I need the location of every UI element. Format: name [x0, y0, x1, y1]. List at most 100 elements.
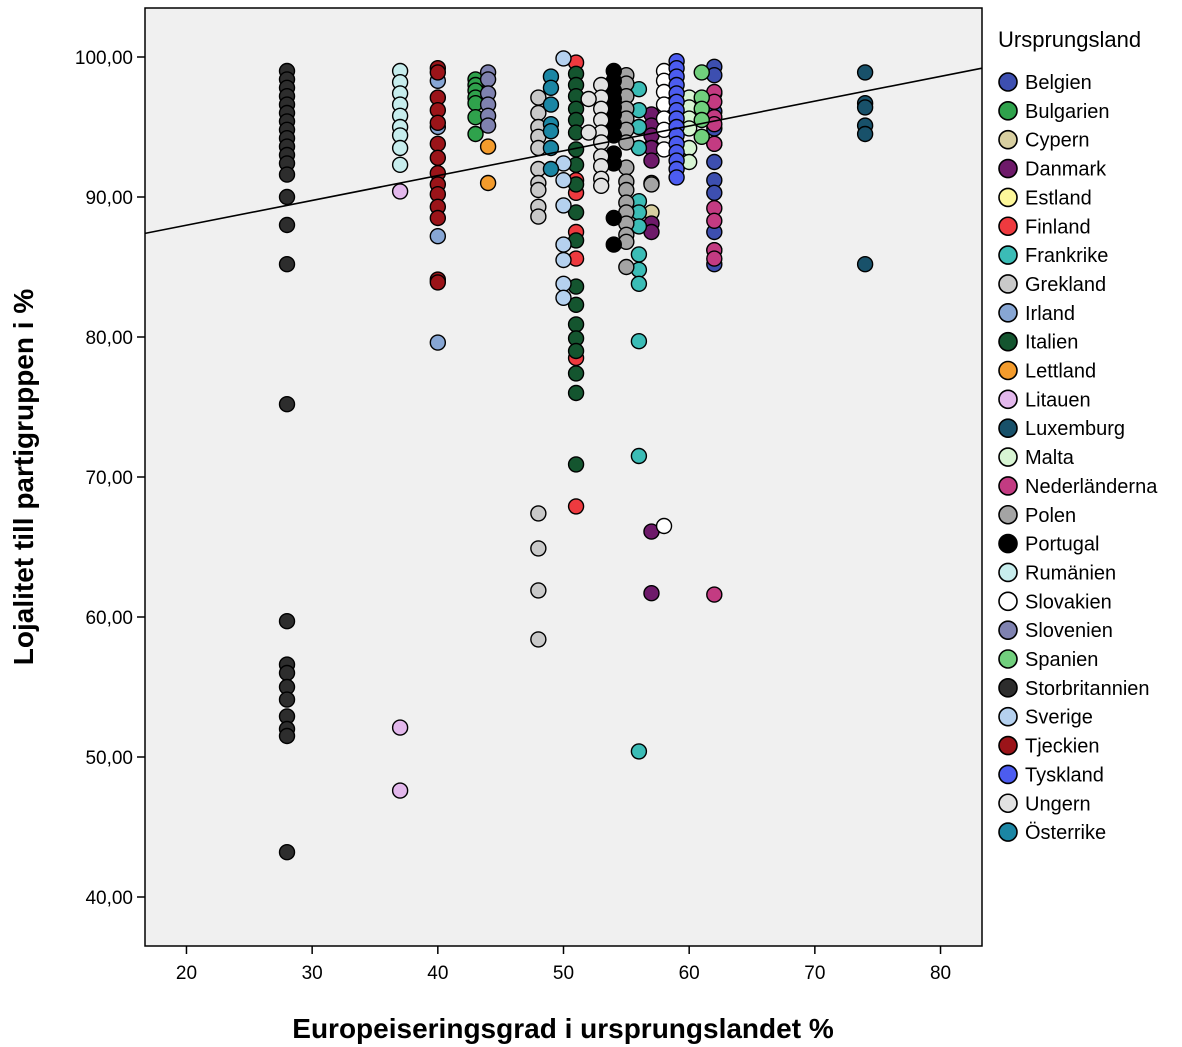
x-tick-label: 40: [427, 963, 448, 984]
x-tick-label: 20: [176, 963, 197, 984]
data-point: [567, 365, 585, 382]
legend-item: Sverige: [1025, 707, 1093, 729]
data-point: [567, 204, 585, 221]
data-point: [643, 176, 660, 193]
legend-marker: [998, 389, 1018, 410]
data-point: [278, 216, 296, 234]
legend-marker: [998, 101, 1018, 121]
x-tick-label: 50: [553, 963, 574, 984]
y-tick-label: 40,00: [85, 888, 133, 909]
legend-marker: [998, 245, 1018, 265]
data-point: [391, 156, 409, 174]
data-point: [693, 64, 710, 81]
data-points: [278, 50, 874, 861]
data-point: [429, 149, 447, 167]
data-point: [630, 447, 648, 465]
legend-item: Rumänien: [1025, 562, 1116, 584]
legend-item: Cypern: [1025, 130, 1089, 152]
fit-line: [144, 67, 983, 235]
legend-item: Malta: [1025, 447, 1075, 469]
data-point: [429, 334, 447, 351]
x-tick-label: 70: [804, 963, 825, 984]
data-point: [706, 250, 723, 267]
legend-item: Danmark: [1025, 159, 1107, 181]
data-point: [655, 517, 673, 535]
data-point: [278, 727, 296, 745]
x-axis-title: Europeiseringsgrad i ursprungslandet %: [292, 1013, 834, 1044]
legend-marker: [998, 533, 1018, 554]
data-point: [567, 456, 585, 473]
data-point: [706, 212, 723, 230]
data-point: [479, 138, 497, 155]
data-point: [429, 227, 447, 245]
plot-area: [144, 7, 983, 947]
legend-marker: [998, 360, 1018, 381]
data-point: [856, 64, 874, 81]
x-tick-label: 60: [679, 963, 700, 984]
legend-item: Storbritannien: [1025, 678, 1150, 700]
legend-marker: [998, 822, 1018, 842]
data-point: [668, 169, 685, 186]
data-point: [567, 342, 585, 360]
data-point: [580, 90, 597, 108]
legend-item: Nederländerna: [1025, 476, 1158, 498]
legend-item: Polen: [1025, 505, 1076, 527]
data-point: [605, 209, 622, 227]
legend-item: Slovenien: [1025, 620, 1113, 642]
y-tick-label: 70,00: [85, 468, 133, 489]
legend-marker: [998, 562, 1018, 583]
data-point: [856, 125, 874, 143]
data-point: [567, 296, 585, 313]
y-tick-label: 60,00: [85, 608, 133, 629]
data-point: [479, 174, 497, 192]
y-tick-label: 90,00: [85, 188, 133, 209]
data-point: [605, 236, 622, 253]
legend-item: Ungern: [1025, 793, 1091, 815]
legend-item: Finland: [1025, 216, 1091, 238]
data-point: [542, 96, 560, 113]
data-point: [391, 719, 409, 736]
data-point: [856, 256, 874, 273]
data-point: [593, 177, 610, 195]
x-tick-label: 30: [302, 963, 323, 984]
data-point: [706, 184, 723, 202]
data-point: [391, 139, 409, 157]
data-point: [630, 333, 648, 350]
legend-marker: [998, 476, 1018, 496]
legend-marker: [998, 591, 1018, 612]
legend-item: Grekland: [1025, 274, 1106, 296]
y-tick-label: 80,00: [85, 328, 133, 349]
legend-item: Portugal: [1025, 534, 1100, 556]
legend-marker: [998, 447, 1018, 467]
data-point: [429, 64, 447, 81]
data-point: [555, 197, 572, 214]
legend-title: Ursprungsland: [998, 27, 1141, 52]
data-point: [567, 316, 585, 333]
legend-marker: [998, 793, 1018, 814]
legend-marker: [998, 620, 1018, 640]
legend-item: Tjeckien: [1025, 736, 1099, 758]
data-point: [429, 274, 447, 291]
legend-marker: [998, 158, 1018, 179]
data-point: [530, 582, 547, 599]
legend-marker: [998, 735, 1018, 756]
data-point: [542, 122, 560, 140]
legend-marker: [998, 302, 1018, 323]
legend-marker: [998, 504, 1018, 525]
legend-item: Frankrike: [1025, 245, 1108, 267]
legend-item: Litauen: [1025, 389, 1091, 411]
data-point: [278, 844, 296, 861]
data-point: [542, 160, 560, 178]
data-point: [479, 71, 497, 88]
data-point: [278, 166, 296, 183]
legend-marker: [998, 764, 1018, 785]
data-point: [567, 384, 585, 402]
data-point: [706, 135, 723, 153]
legend-marker: [998, 678, 1018, 698]
data-point: [706, 586, 723, 603]
data-point: [542, 79, 560, 97]
legend: Ursprungsland Belgien Bulgarien Cypern Danm…: [998, 27, 1158, 844]
data-point: [706, 153, 723, 171]
data-point: [618, 258, 635, 276]
data-point: [391, 782, 409, 799]
